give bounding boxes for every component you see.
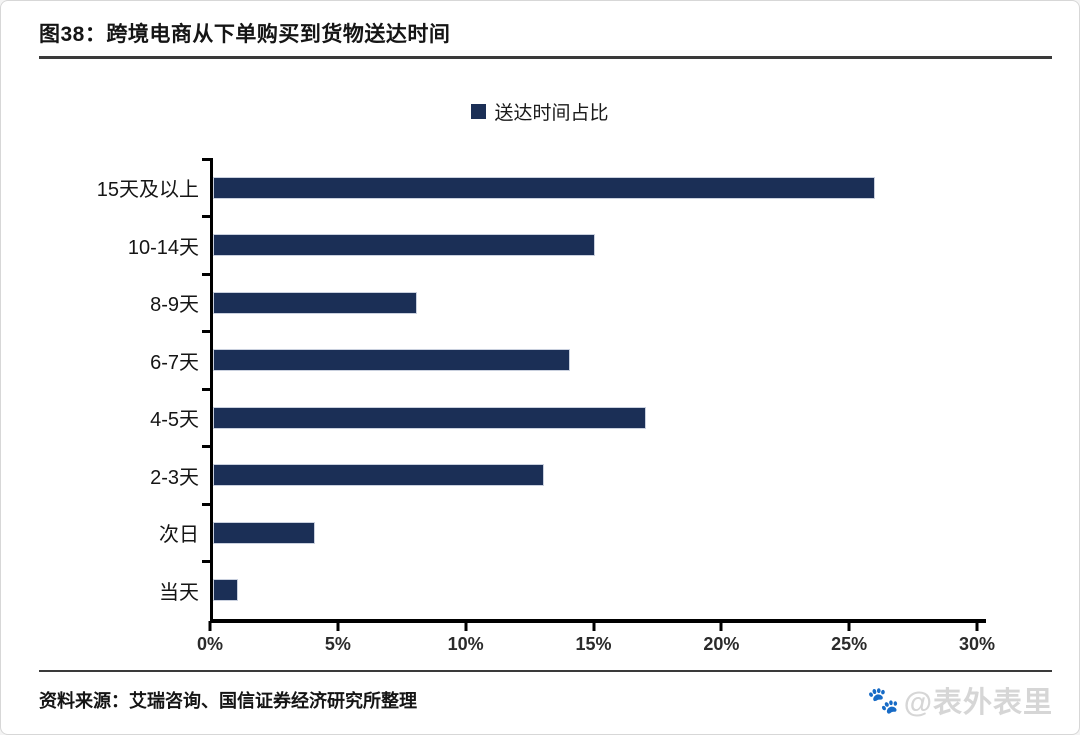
bar-row: 15天及以上 xyxy=(39,157,977,217)
x-axis-tick xyxy=(208,621,212,631)
bar-chart: 15天及以上 10-14天 8-9天 6-7天 4-5天 2-3天次日当天 0% 5% 10%… xyxy=(39,157,995,654)
chart-rows: 15天及以上 10-14天 8-9天 6-7天 4-5天 2-3天次日当天 xyxy=(39,157,977,619)
bar-track xyxy=(202,157,977,217)
x-axis-tick xyxy=(719,621,723,631)
x-axis-tick xyxy=(847,621,851,631)
x-axis-line xyxy=(210,619,986,623)
y-axis-tick xyxy=(202,445,213,448)
x-axis-tick-label: 5% xyxy=(324,634,351,654)
category-label: 15天及以上 xyxy=(96,179,199,202)
source-note: 资料来源：艾瑞咨询、国信证券经济研究所整理 xyxy=(39,691,417,711)
bar-row: 10-14天 xyxy=(39,215,977,274)
bar-track xyxy=(202,560,977,619)
legend-swatch-icon xyxy=(471,104,487,119)
bar-track xyxy=(202,215,977,274)
bar xyxy=(213,579,239,602)
category-label: 当天 xyxy=(159,581,199,604)
bar-track xyxy=(202,387,977,447)
category-label: 10-14天 xyxy=(127,236,199,259)
bar xyxy=(213,464,545,487)
y-axis-tick xyxy=(202,387,213,391)
bar xyxy=(213,234,595,257)
watermark-text: @表外表里 xyxy=(903,687,1053,719)
bar xyxy=(213,521,315,544)
y-axis-tick xyxy=(202,330,213,333)
bar xyxy=(213,349,570,372)
legend-label: 送达时间占比 xyxy=(494,103,609,124)
x-axis-tick xyxy=(592,621,595,631)
x-axis-tick-label: 30% xyxy=(958,634,996,654)
bar-track xyxy=(202,445,977,504)
y-axis-tick xyxy=(202,215,213,218)
bar-row: 2-3天 xyxy=(39,445,977,504)
figure-title: 图38：跨境电商从下单购买到货物送达时间 xyxy=(39,23,451,46)
category-label: 次日 xyxy=(159,524,199,547)
watermark: 🐾 @表外表里 xyxy=(867,679,1053,721)
bar-track xyxy=(202,502,977,562)
category-label: 8-9天 xyxy=(150,294,199,317)
bar-row: 当天 xyxy=(39,560,977,619)
bar xyxy=(213,291,417,314)
baidu-paw-icon: 🐾 xyxy=(867,685,901,715)
y-axis-tick xyxy=(202,157,213,161)
bar-row: 6-7天 xyxy=(39,330,977,389)
category-label: 4-5天 xyxy=(150,409,199,432)
bar xyxy=(213,406,646,429)
y-axis-tick xyxy=(202,272,213,276)
bar-row: 次日 xyxy=(39,502,977,562)
y-axis-tick xyxy=(202,502,213,506)
x-axis-tick-label: 20% xyxy=(703,634,740,654)
bar xyxy=(213,176,876,199)
chart-legend: 送达时间占比 xyxy=(1,98,1079,125)
x-axis-tick-label: 15% xyxy=(575,634,612,654)
bar-track xyxy=(202,330,977,389)
x-axis-tick-label: 10% xyxy=(447,634,484,654)
category-label: 6-7天 xyxy=(150,351,199,374)
x-axis-tick xyxy=(975,621,979,631)
y-axis-tick xyxy=(202,560,213,563)
bar-row: 8-9天 xyxy=(39,272,977,332)
x-axis-tick-label: 0% xyxy=(196,634,224,654)
footer-divider xyxy=(39,670,1052,672)
x-axis-tick-label: 25% xyxy=(831,634,868,654)
x-axis-tick xyxy=(464,621,468,631)
category-label: 2-3天 xyxy=(150,466,199,489)
bar-row: 4-5天 xyxy=(39,387,977,447)
x-axis-tick xyxy=(336,621,340,631)
title-divider xyxy=(39,56,1052,59)
bar-track xyxy=(202,272,977,332)
